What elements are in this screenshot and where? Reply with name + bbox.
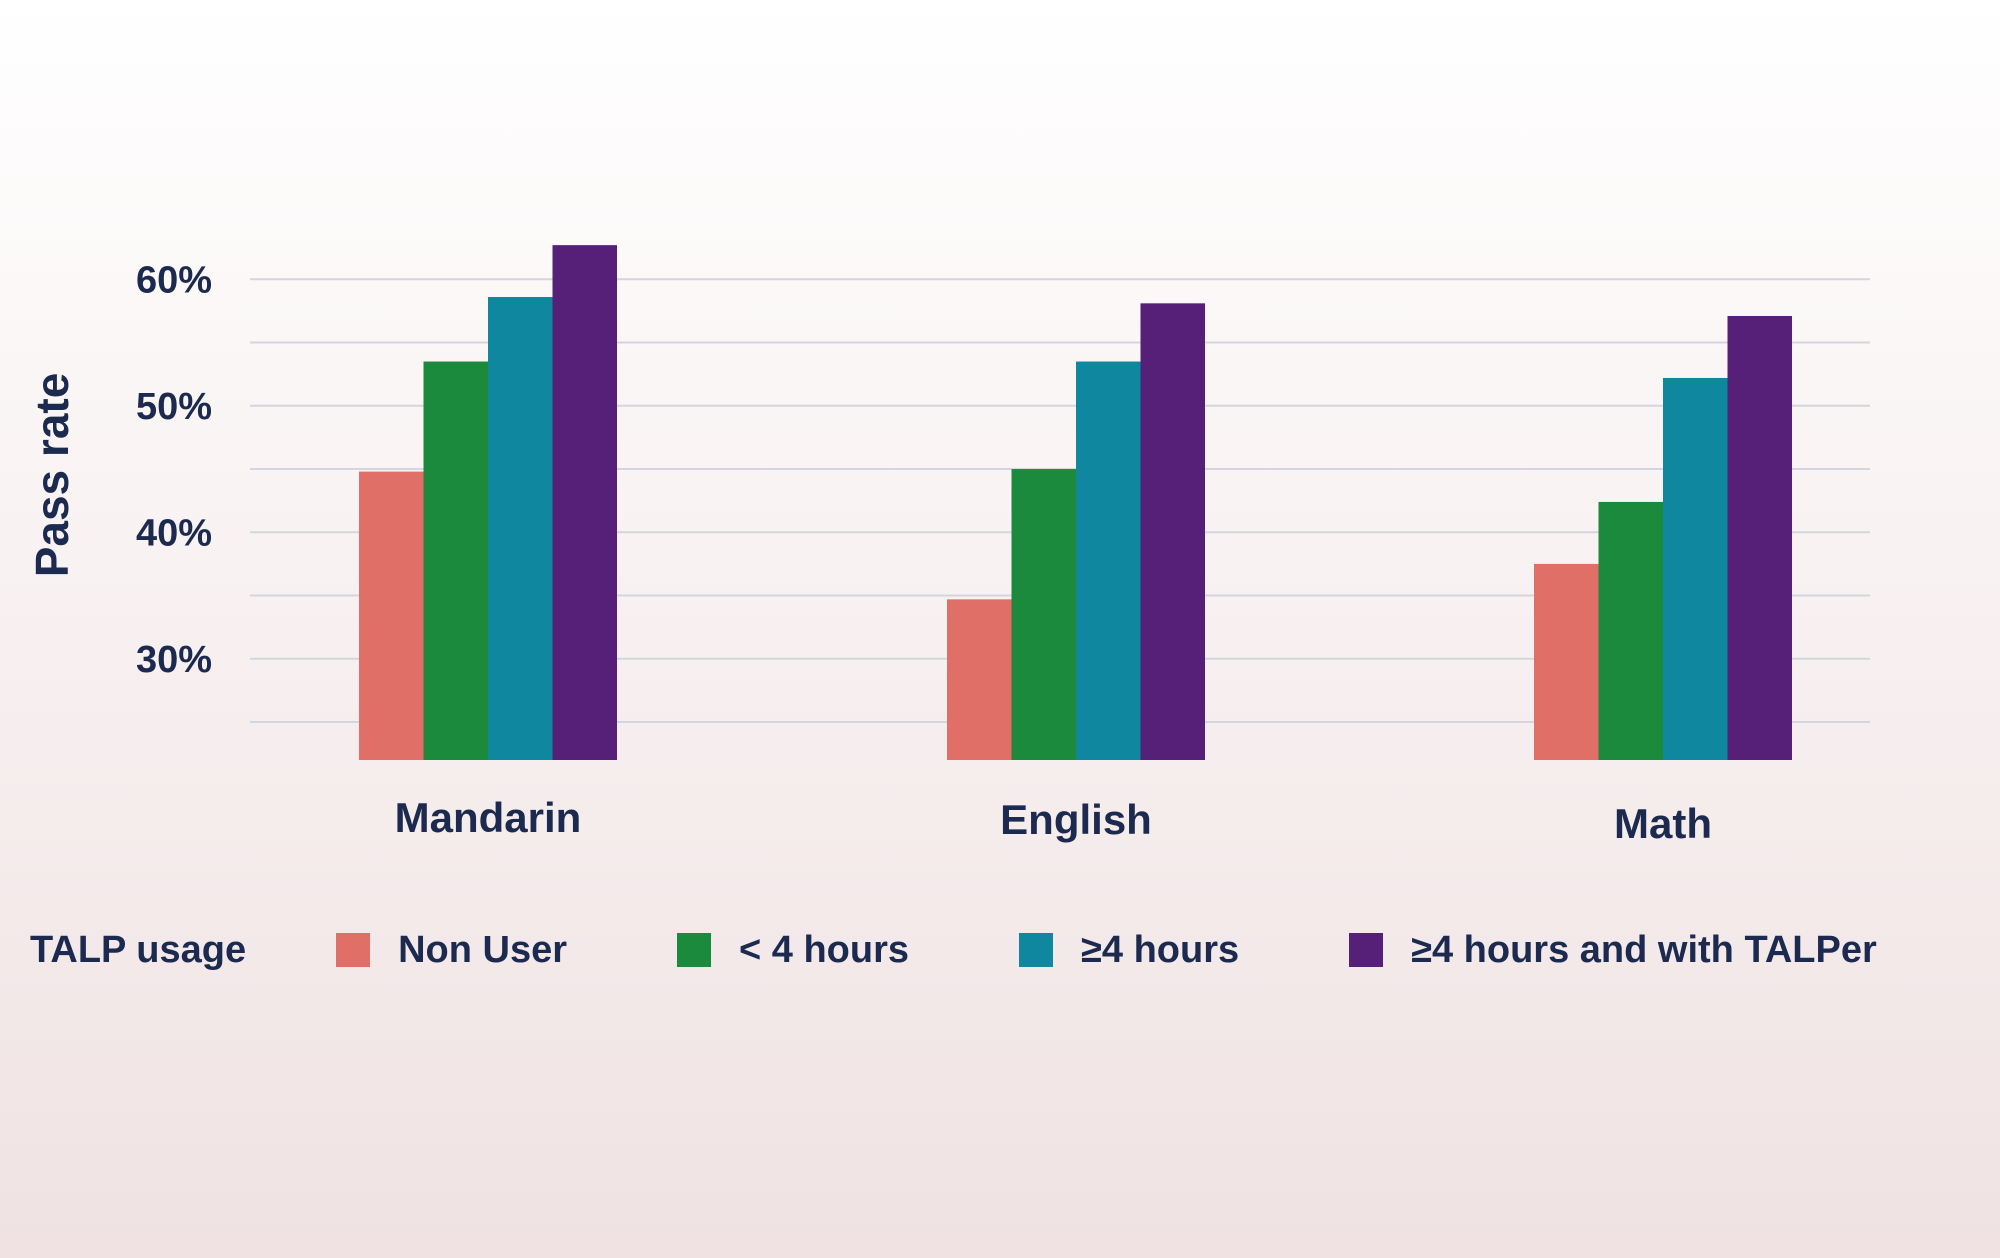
y-axis-label: Pass rate (26, 373, 78, 578)
legend-label: < 4 hours (739, 928, 910, 971)
bar-math-2 (1663, 377, 1728, 760)
x-category-label: English (1000, 796, 1152, 843)
y-tick-label: 30% (136, 639, 212, 681)
bar-mandarin-0 (359, 471, 424, 760)
legend-swatch (1349, 933, 1384, 967)
x-category-label: Mandarin (395, 794, 582, 841)
bar-mandarin-1 (423, 361, 488, 760)
legend-item-4-hours-plus: ≥4 hours (1019, 929, 1239, 972)
legend-swatch (336, 933, 371, 967)
y-tick-label: 40% (136, 512, 212, 554)
legend-swatch (677, 933, 712, 967)
legend-item-under-4-hours: < 4 hours (677, 929, 909, 972)
legend-label: Non User (398, 928, 568, 971)
legend-item-non-user: Non User (336, 929, 567, 972)
legend-item-4-hours-with-talper: ≥4 hours and with TALPer (1349, 929, 1877, 972)
legend-title: TALP usage (30, 928, 247, 971)
legend-label: ≥4 hours and with TALPer (1411, 928, 1877, 971)
bar-english-2 (1076, 361, 1141, 760)
y-tick-label: 50% (136, 386, 212, 428)
bar-math-3 (1727, 315, 1792, 760)
y-tick-label: 60% (136, 259, 212, 301)
bar-english-0 (947, 599, 1012, 760)
bar-english-3 (1140, 303, 1205, 760)
x-category-label: Math (1614, 800, 1712, 847)
bar-math-0 (1534, 563, 1599, 760)
legend-label: ≥4 hours (1081, 928, 1240, 971)
bar-mandarin-3 (552, 245, 617, 760)
legend: TALP usage Non User < 4 hours ≥4 hours ≥… (30, 920, 1980, 980)
legend-swatch (1019, 933, 1054, 967)
bar-math-1 (1598, 501, 1663, 760)
bar-english-1 (1011, 469, 1076, 760)
bar-mandarin-2 (488, 297, 553, 760)
